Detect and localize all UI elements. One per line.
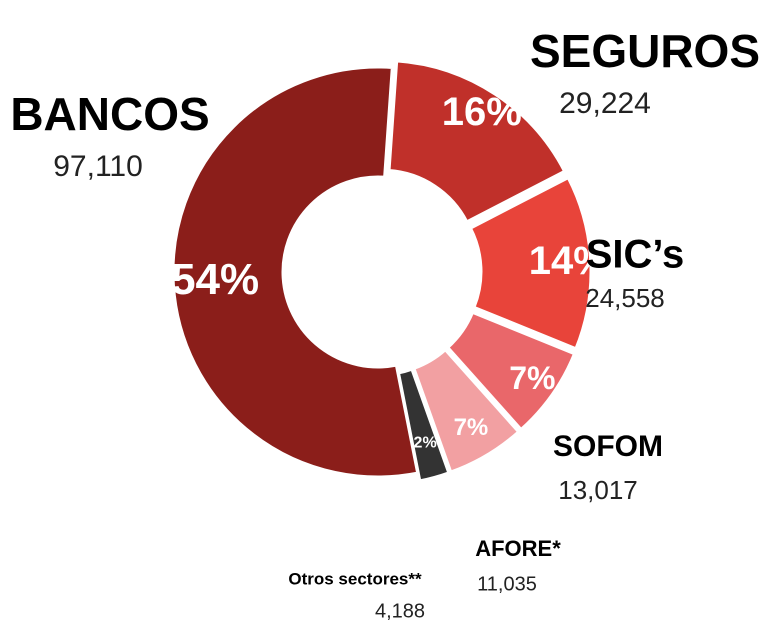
category-label: Otros sectores** — [288, 569, 422, 588]
percent-label: 7% — [454, 414, 489, 441]
donut-slice — [411, 347, 521, 474]
value-label: 4,188 — [375, 600, 425, 622]
percent-label: 54% — [171, 255, 259, 304]
category-label: SIC’s — [586, 233, 685, 277]
category-label: AFORE* — [475, 536, 561, 561]
donut-slice — [445, 310, 577, 432]
category-label: SOFOM — [553, 430, 663, 463]
category-label: SEGUROS — [530, 25, 760, 77]
percent-label: 14% — [529, 239, 609, 283]
donut-slice — [468, 175, 593, 351]
value-label: 29,224 — [559, 87, 651, 120]
category-label: BANCOS — [10, 88, 209, 140]
donut-slice — [171, 65, 420, 479]
value-label: 97,110 — [53, 150, 143, 183]
percent-label: 2% — [414, 435, 437, 452]
value-label: 13,017 — [558, 475, 638, 505]
value-label: 11,035 — [477, 573, 537, 595]
value-label: 24,558 — [585, 283, 665, 313]
percent-label: 16% — [442, 90, 522, 134]
donut-slice — [387, 59, 567, 224]
percent-label: 7% — [509, 360, 555, 396]
